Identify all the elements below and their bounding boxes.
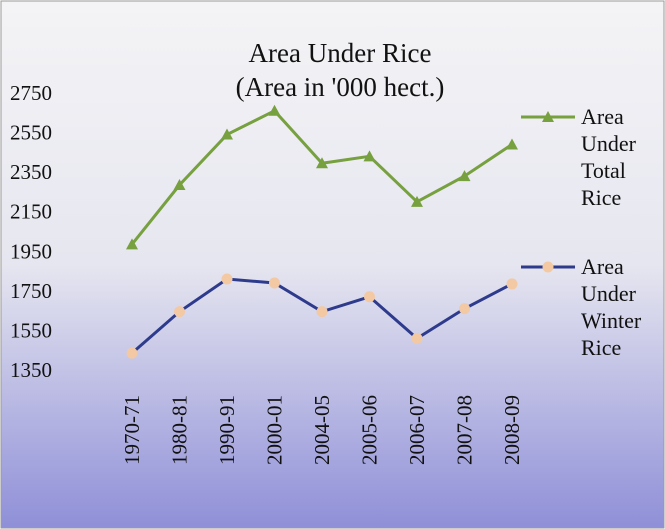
x-tick-label: 2007-08 [453, 395, 477, 465]
y-tick-label: 2150 [10, 200, 52, 224]
marker [506, 138, 518, 150]
x-tick-label: 1980-81 [168, 395, 192, 465]
marker [458, 170, 471, 182]
x-tick-label: 1970-71 [120, 395, 144, 465]
marker [173, 179, 186, 191]
y-tick-label: 1350 [10, 358, 52, 382]
marker [316, 306, 328, 318]
x-tick-label: 2000-01 [263, 395, 287, 465]
marker [221, 273, 233, 285]
marker [316, 157, 328, 169]
marker [542, 111, 554, 122]
marker [363, 150, 376, 162]
marker [269, 277, 280, 289]
x-tick-label: 2006-07 [405, 395, 429, 465]
y-tick-label: 1950 [10, 239, 52, 263]
y-tick-label: 2550 [10, 121, 52, 145]
x-tick-label: 2005-06 [358, 395, 382, 465]
y-tick-label: 2350 [10, 160, 52, 184]
x-tick-label: 1990-91 [215, 395, 239, 465]
marker [542, 261, 554, 273]
legend-label: Area Under Total Rice [581, 104, 636, 210]
marker [411, 195, 423, 207]
marker [459, 303, 470, 315]
y-tick-label: 1750 [10, 279, 52, 303]
y-tick-label: 2750 [10, 81, 52, 105]
legend-label: Area Under Winter Rice [581, 254, 642, 360]
marker [506, 278, 518, 290]
marker [126, 238, 138, 250]
x-tick-label: 2008-09 [500, 395, 524, 465]
chart-title: Area Under Rice [249, 38, 432, 68]
y-tick-label: 1550 [10, 318, 52, 342]
marker [174, 306, 185, 318]
x-tick-label: 2004-05 [310, 395, 334, 465]
marker [126, 347, 138, 359]
marker [268, 104, 281, 116]
chart-subtitle: (Area in '000 hect.) [236, 72, 445, 102]
marker [221, 128, 233, 140]
marker [364, 291, 375, 303]
marker [411, 332, 423, 344]
